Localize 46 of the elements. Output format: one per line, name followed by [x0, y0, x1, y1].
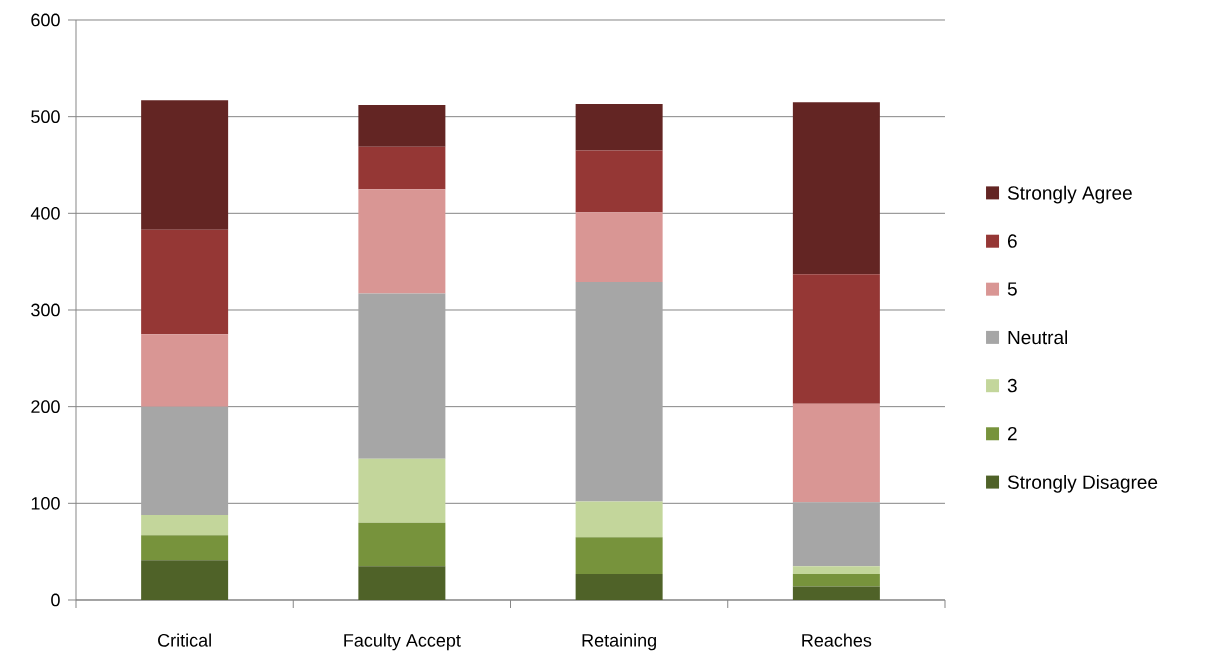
- bar: [575, 573, 663, 600]
- x-tick-label: Retaining: [582, 633, 656, 651]
- legend-label: 2: [1007, 426, 1017, 441]
- bar: [141, 100, 229, 230]
- legend-label: Strongly Disagree: [1007, 474, 1158, 493]
- x-tick-label: Reaches: [802, 633, 872, 647]
- bar: [792, 274, 880, 404]
- y-tick-label: 300: [31, 303, 60, 317]
- x-tick-label: Critical: [158, 633, 211, 647]
- bar: [792, 502, 880, 567]
- legend-label: 3: [1007, 378, 1017, 393]
- bar: [141, 229, 229, 335]
- bar: [141, 514, 229, 536]
- bar: [358, 189, 446, 294]
- legend-label: Strongly Agree: [1007, 185, 1132, 204]
- bar: [141, 406, 229, 515]
- legend-label: 5: [1007, 282, 1017, 296]
- bar: [792, 573, 880, 587]
- bar: [358, 105, 446, 147]
- bar: [141, 560, 229, 600]
- bar: [358, 293, 446, 459]
- legend-label: 6: [1007, 234, 1017, 248]
- bar: [575, 104, 663, 151]
- y-tick-label: 200: [31, 400, 60, 414]
- bar: [575, 281, 663, 502]
- bar: [141, 334, 229, 407]
- x-tick-label: Faculty Accept: [344, 633, 461, 651]
- bar: [575, 212, 663, 282]
- y-tick-label: 600: [31, 13, 60, 27]
- bar: [575, 537, 663, 574]
- bar: [792, 586, 880, 600]
- y-tick-label: 400: [30, 206, 60, 220]
- bar: [358, 146, 446, 190]
- bar: [358, 566, 446, 600]
- bar: [792, 566, 880, 574]
- bar: [358, 458, 446, 523]
- legend-label: Neutral: [1008, 330, 1067, 345]
- bar: [141, 535, 229, 561]
- bar: [792, 102, 880, 275]
- y-tick-label: 500: [31, 110, 60, 124]
- bar: [575, 150, 663, 213]
- bar: [575, 501, 663, 538]
- bar: [358, 522, 446, 567]
- y-tick-label: 100: [31, 496, 60, 510]
- bar: [792, 403, 880, 503]
- y-tick-label: 0: [51, 593, 60, 607]
